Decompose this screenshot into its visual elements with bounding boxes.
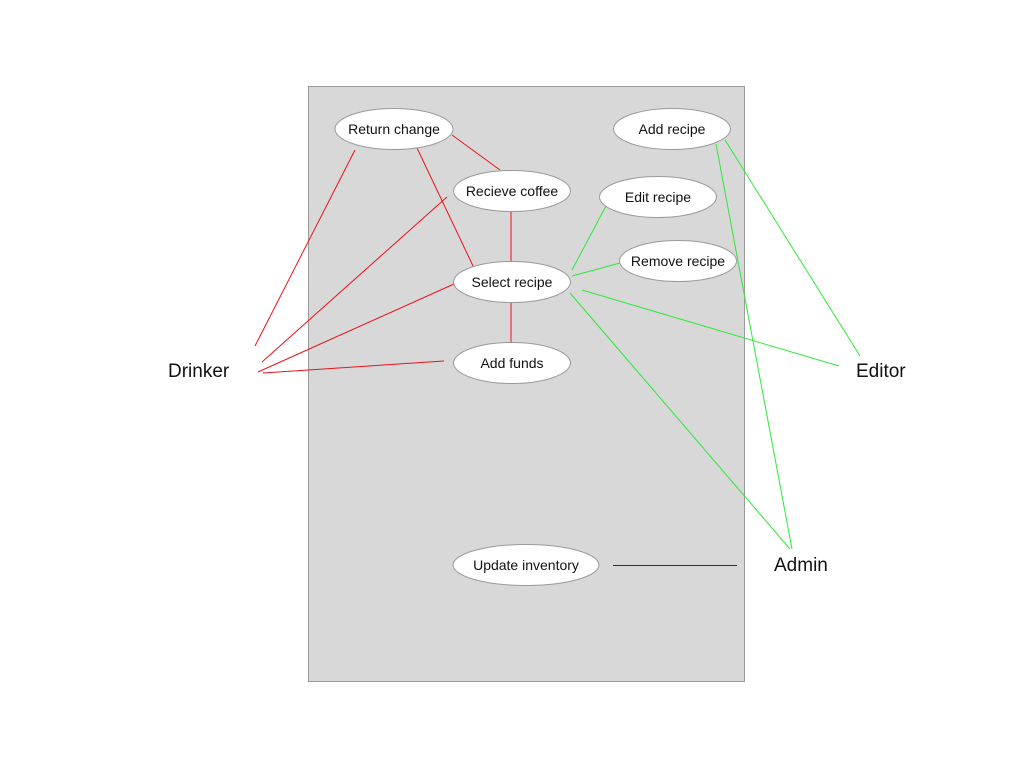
actor-drinker[interactable]: Drinker: [168, 361, 230, 382]
link-admin-select-recipe: [569, 292, 791, 550]
use-case-add-funds[interactable]: Add funds: [453, 342, 571, 384]
link-admin-add-recipe: [715, 143, 793, 550]
link-return-change-recieve-coffee: [451, 134, 501, 171]
use-case-label: Return change: [348, 121, 440, 137]
link-editor-add-recipe: [724, 139, 861, 357]
link-select-recipe-remove-recipe: [571, 262, 621, 277]
link-drinker-select-recipe: [257, 283, 455, 373]
use-case-label: Edit recipe: [625, 189, 691, 205]
link-editor-select-recipe: [581, 289, 840, 367]
use-case-label: Update inventory: [473, 557, 579, 573]
use-case-recieve-coffee[interactable]: Recieve coffee: [453, 170, 571, 212]
link-drinker-return-change: [254, 149, 356, 347]
use-case-label: Add recipe: [639, 121, 706, 137]
use-case-select-recipe[interactable]: Select recipe: [453, 261, 571, 303]
use-case-edit-recipe[interactable]: Edit recipe: [599, 176, 717, 218]
use-case-label: Add funds: [480, 355, 543, 371]
link-drinker-add-funds: [262, 360, 445, 374]
use-case-remove-recipe[interactable]: Remove recipe: [619, 240, 737, 282]
link-select-recipe-edit-recipe: [571, 205, 607, 271]
actor-admin[interactable]: Admin: [774, 555, 828, 576]
use-case-label: Recieve coffee: [466, 183, 559, 199]
use-case-label: Select recipe: [472, 274, 553, 290]
link-return-change-select-recipe: [416, 147, 475, 269]
drinker-links: [254, 134, 512, 374]
use-case-label: Remove recipe: [631, 253, 725, 269]
editor-admin-links: [569, 139, 861, 550]
use-case-add-recipe[interactable]: Add recipe: [613, 108, 731, 150]
use-case-update-inventory[interactable]: Update inventory: [452, 544, 600, 586]
actor-editor[interactable]: Editor: [856, 361, 906, 382]
use-case-return-change[interactable]: Return change: [334, 108, 454, 150]
link-drinker-recieve-coffee: [261, 196, 448, 363]
